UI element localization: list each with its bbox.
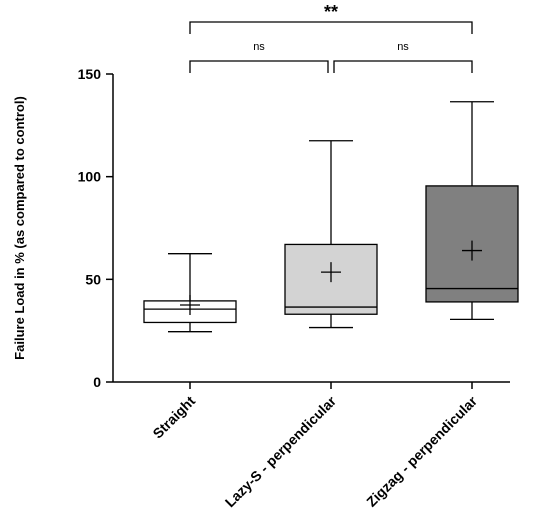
box-group (425, 101, 519, 321)
bracket-line (189, 60, 329, 73)
axes-layer: 0 50 100 150 (78, 66, 510, 390)
y-tick-label: 50 (85, 271, 101, 287)
bracket-line (333, 60, 473, 73)
bracket-line (189, 21, 473, 34)
category-label: Lazy-S - perpendicular (222, 392, 340, 510)
significance-layer: ns ns ** (189, 2, 473, 73)
significance-label: ns (397, 41, 409, 53)
boxes-layer (143, 101, 519, 333)
y-tick-label: 0 (93, 374, 101, 390)
y-tick-label: 150 (78, 66, 102, 82)
significance-bracket: ** (189, 2, 473, 34)
box-group (143, 253, 237, 333)
significance-label: ** (324, 2, 338, 22)
y-tick-label: 100 (78, 169, 102, 185)
box-group (284, 140, 378, 329)
significance-bracket: ns (189, 41, 329, 73)
category-label: Zigzag - perpendicular (363, 392, 480, 509)
significance-label: ns (253, 41, 265, 53)
significance-bracket: ns (333, 41, 473, 73)
labels-layer: Failure Load in % (as compared to contro… (12, 96, 481, 510)
category-label: Straight (149, 393, 198, 442)
y-axis-label: Failure Load in % (as compared to contro… (12, 96, 27, 360)
